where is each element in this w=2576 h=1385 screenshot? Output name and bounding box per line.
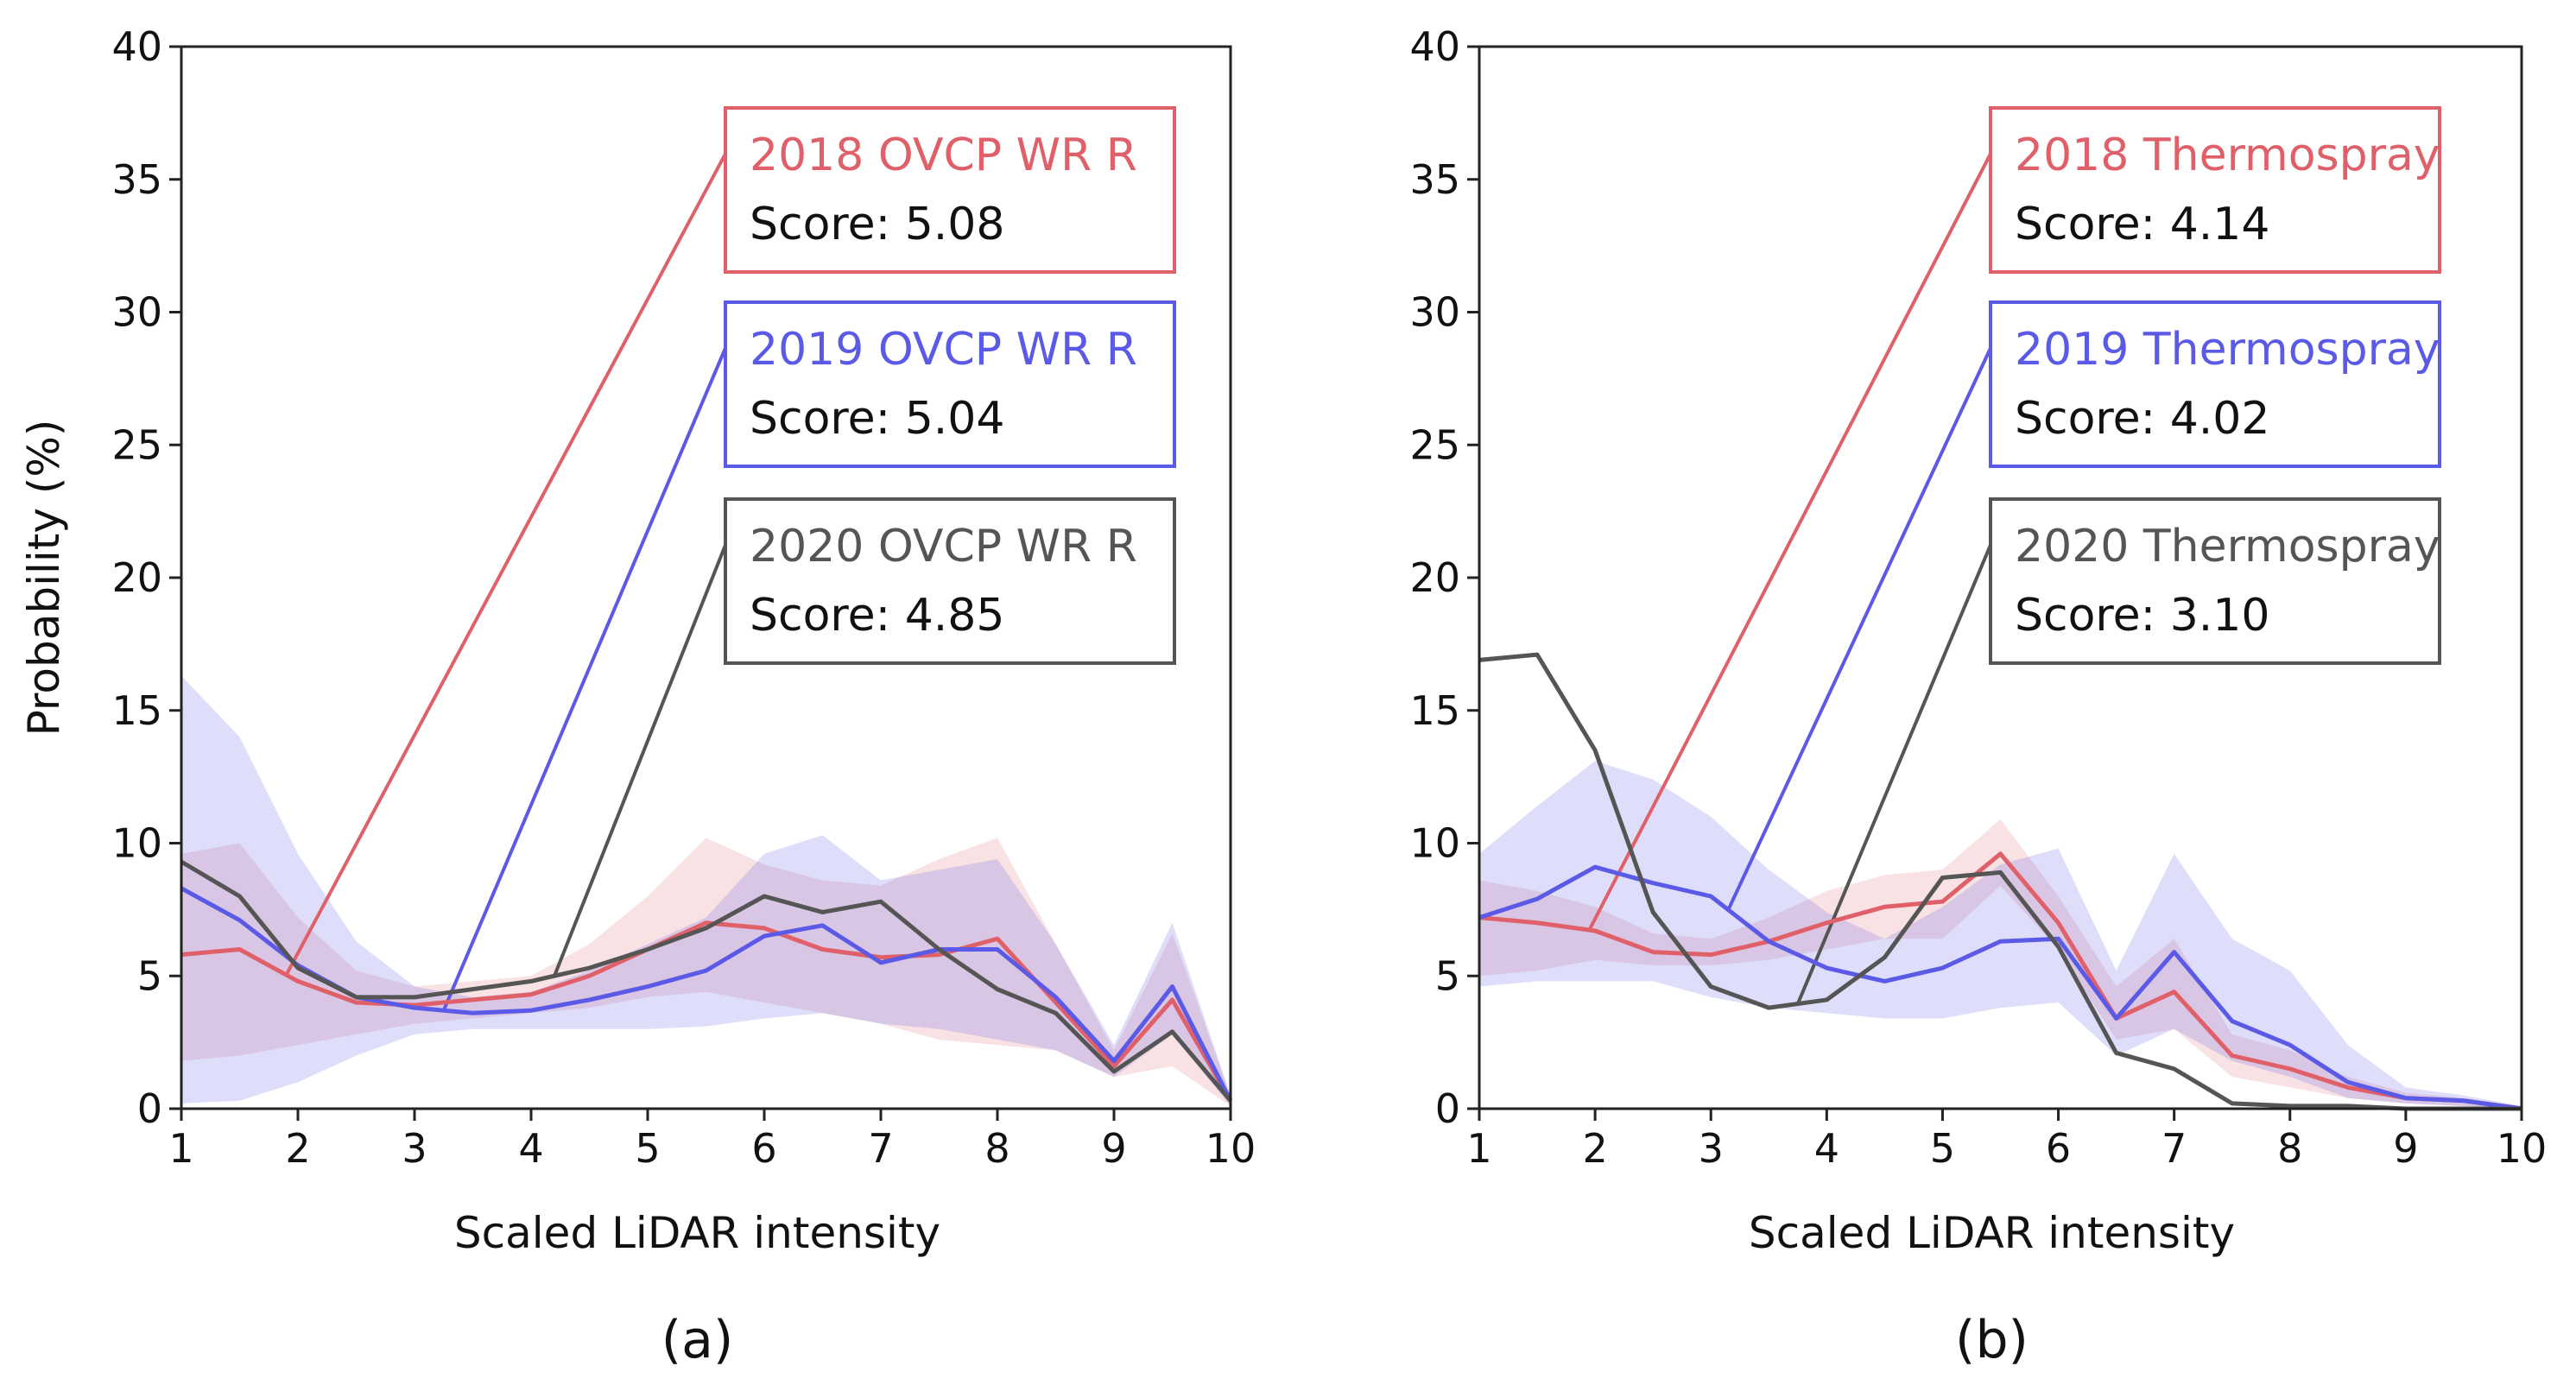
y-tick-label: 10 (1409, 820, 1460, 867)
legend-border (1989, 106, 2441, 274)
legend-border (724, 300, 1176, 468)
panel-a: 1 2 3 4 5 6 7 8 9 10 0 5 10 15 20 25 30 35 40 Scaled LiDAR … (19, 23, 1256, 1370)
x-tick-label: 5 (1930, 1125, 1955, 1172)
panel-b: 1 2 3 4 5 6 7 8 9 10 0 5 10 15 20 25 30 35 40 Scaled LiDAR … (1409, 23, 2547, 1370)
y-tick-label: 15 (111, 687, 162, 734)
leader-line-2019-thermospray (1726, 347, 1992, 911)
legend-box-2019-ovcp-wr-r: 2019 OVCP WR R Score: 5.04 (724, 300, 1176, 468)
series-line-2018-ovcp-wr-r (180, 920, 1233, 1103)
legend-title: 2019 Thermospray (2015, 324, 2440, 376)
y-tick-label: 5 (137, 952, 162, 999)
y-axis-label: Probability (%) (19, 420, 69, 737)
x-tick-label: 6 (751, 1125, 776, 1172)
x-axis-label: Scaled LiDAR intensity (1749, 1208, 2235, 1258)
y-tick-label: 5 (1435, 952, 1460, 999)
y-tick-label: 20 (111, 554, 162, 601)
y-tick-label: 0 (1435, 1085, 1460, 1132)
legend-title: 2019 OVCP WR R (750, 324, 1137, 376)
x-tick-label: 10 (2497, 1125, 2548, 1172)
x-tick-label: 7 (868, 1125, 893, 1172)
series-line-2020-thermospray (1478, 652, 2522, 1111)
band-2019-thermospray (1479, 761, 2522, 1109)
x-tick-label: 2 (1582, 1125, 1607, 1172)
x-tick-label: 4 (518, 1125, 543, 1172)
x-tick-label: 6 (2046, 1125, 2071, 1172)
legend-score: Score: 5.04 (750, 393, 1004, 445)
y-tick-label: 35 (1409, 156, 1460, 203)
x-tick-label: 9 (1101, 1125, 1126, 1172)
panel-caption: (b) (1955, 1310, 2029, 1370)
y-tick-label: 30 (1409, 289, 1460, 336)
x-tick-label: 7 (2161, 1125, 2187, 1172)
y-tick-label: 40 (111, 23, 162, 70)
legend-title: 2018 OVCP WR R (750, 130, 1137, 181)
legend-border (724, 497, 1176, 665)
legend-title: 2020 OVCP WR R (750, 521, 1137, 572)
y-tick-label: 0 (137, 1085, 162, 1132)
leader-line-2020-thermospray (1795, 544, 1992, 1005)
y-tick-label: 40 (1409, 23, 1460, 70)
legend-box-2018-thermospray: 2018 Thermospray Score: 4.14 (1989, 106, 2441, 274)
legend-score: Score: 3.10 (2015, 590, 2269, 642)
legend-title: 2018 Thermospray (2015, 130, 2440, 181)
y-tick-label: 25 (111, 421, 162, 468)
y-tick-label: 15 (1409, 687, 1460, 734)
x-tick-label: 9 (2393, 1125, 2418, 1172)
x-axis-label: Scaled LiDAR intensity (454, 1208, 940, 1258)
x-tick-label: 8 (984, 1125, 1010, 1172)
legend-box-2020-ovcp-wr-r: 2020 OVCP WR R Score: 4.85 (724, 497, 1176, 665)
legend-box-2018-ovcp-wr-r: 2018 OVCP WR R Score: 5.08 (724, 106, 1176, 274)
legend-score: Score: 4.85 (750, 590, 1004, 642)
legend-score: Score: 4.14 (2015, 199, 2269, 250)
x-tick-label: 2 (285, 1125, 310, 1172)
x-tick-label: 10 (1206, 1125, 1256, 1172)
y-tick-label: 10 (111, 820, 162, 867)
x-tick-label: 3 (402, 1125, 427, 1172)
series-line-2020-ovcp-wr-r (180, 859, 1232, 1103)
x-tick-label: 5 (635, 1125, 660, 1172)
y-tick-label: 30 (111, 289, 162, 336)
x-tick-label: 4 (1814, 1125, 1839, 1172)
band-2019-ovcp-wr-r (181, 675, 1231, 1106)
leader-line-2020-ovcp-wr-r (553, 544, 727, 977)
panel-caption: (a) (661, 1310, 734, 1370)
legend-title: 2020 Thermospray (2015, 521, 2440, 572)
leader-line-2018-ovcp-wr-r (284, 153, 727, 976)
y-tick-label: 25 (1409, 421, 1460, 468)
x-tick-label: 8 (2277, 1125, 2302, 1172)
y-tick-label: 35 (111, 156, 162, 203)
legend-score: Score: 5.08 (750, 199, 1004, 250)
leader-line-2019-ovcp-wr-r (441, 347, 727, 1012)
y-tick-label: 20 (1409, 554, 1460, 601)
legend-box-2019-thermospray: 2019 Thermospray Score: 4.02 (1989, 300, 2441, 468)
band-2018-thermospray (1479, 819, 2522, 1109)
legend-box-2020-thermospray: 2020 Thermospray Score: 3.10 (1989, 497, 2441, 665)
legend-border (1989, 300, 2441, 468)
legend-border (724, 106, 1176, 274)
legend-score: Score: 4.02 (2015, 393, 2269, 445)
series-line-2018-thermospray (1478, 851, 2522, 1111)
x-tick-label: 1 (1466, 1125, 1491, 1172)
x-tick-label: 1 (168, 1125, 193, 1172)
x-tick-label: 3 (1699, 1125, 1724, 1172)
leader-line-2018-thermospray (1587, 153, 1992, 931)
legend-border (1989, 497, 2441, 665)
series-line-2019-thermospray (1478, 864, 2522, 1111)
